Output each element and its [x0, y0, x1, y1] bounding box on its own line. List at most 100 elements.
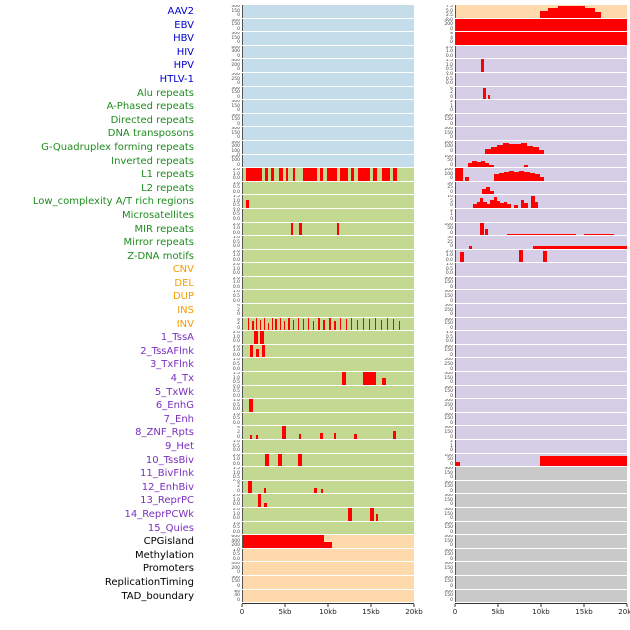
y-tick-label: 250	[444, 402, 453, 408]
right-y-axis-ticks: 2.0 1.0 0.0	[414, 250, 455, 264]
right-track-panel	[455, 562, 627, 575]
signal-bar	[326, 168, 338, 181]
track-label: MIR repeats	[134, 223, 194, 235]
y-tick-label: 1.0	[232, 497, 240, 503]
signal-bar	[595, 11, 602, 18]
y-tick-label: 300	[444, 127, 453, 132]
right-y-axis-ticks: 100 50 0	[414, 223, 455, 237]
signal-bar	[507, 233, 576, 236]
signal-bar	[520, 200, 525, 208]
signal-bar	[485, 187, 491, 195]
x-tick-mark	[413, 604, 415, 608]
x-tick-label: 0	[452, 608, 458, 617]
track-row: 10_TssBiv 2.0 1.0 0.0 100 50 0	[0, 453, 630, 468]
left-y-axis-ticks: 600 300 0	[202, 46, 242, 60]
signal-bar	[386, 317, 388, 331]
signal-bar	[339, 317, 341, 331]
left-track-panel	[242, 45, 414, 59]
y-tick-label: 2.5	[445, 13, 453, 18]
signal-bar	[487, 95, 491, 100]
y-tick-label: 300	[444, 521, 453, 526]
signal-bar	[248, 399, 254, 412]
y-tick-label: 1.0	[232, 511, 240, 517]
track-label: 10_TssBiv	[145, 454, 194, 466]
signal-bar	[249, 434, 253, 439]
x-tick-label: 0	[239, 608, 245, 617]
y-tick-label: 2	[237, 429, 240, 435]
right-y-axis-ticks: 300 150 0	[414, 426, 455, 440]
y-tick-label: 1.0	[445, 49, 453, 55]
left-track-panel	[242, 290, 414, 304]
signal-bar	[514, 143, 521, 154]
y-tick-label: 500	[444, 304, 453, 309]
signal-bar	[297, 453, 302, 467]
y-tick-label: 2.0	[232, 494, 240, 499]
y-tick-label: 300	[444, 344, 453, 349]
left-y-axis-ticks: 200 100 0	[202, 155, 242, 169]
signal-bar	[248, 317, 250, 331]
track-label: HTLV-1	[159, 73, 194, 85]
y-tick-label: 1.0	[445, 72, 453, 77]
signal-bar	[356, 320, 358, 331]
left-track-panel	[242, 317, 414, 331]
y-tick-label: 0	[450, 230, 453, 236]
left-y-axis-ticks: 2.0 1.0 0.0	[202, 250, 242, 264]
left-y-axis-ticks: 300 150 0	[202, 19, 242, 33]
right-y-axis-ticks: 300 150 0	[414, 467, 455, 481]
y-tick-label: 0.5	[232, 389, 240, 395]
signal-bar	[357, 168, 371, 181]
left-y-axis-ticks: 1.0 0.5 0.0	[202, 413, 242, 427]
y-tick-label: 100	[444, 171, 453, 177]
track-label: A-Phased repeats	[106, 101, 194, 113]
left-y-axis-ticks: 300 150 0	[202, 127, 242, 141]
signal-bar	[279, 317, 282, 331]
y-tick-label: 50	[447, 236, 453, 241]
x-tick-label: 15kb	[575, 608, 593, 617]
signal-bar	[538, 149, 545, 154]
left-track-panel	[242, 32, 414, 45]
y-tick-label: 0	[450, 556, 453, 562]
y-tick-label: 0	[450, 529, 453, 535]
right-track-panel	[455, 18, 627, 32]
y-tick-label: 1	[450, 443, 453, 449]
right-y-axis-ticks: 500 250 0	[414, 399, 455, 413]
signal-bar	[393, 168, 397, 181]
x-tick-mark	[284, 604, 286, 608]
signal-bar	[485, 149, 492, 154]
x-tick-label: 5kb	[491, 608, 505, 617]
y-tick-label: 150	[444, 470, 453, 476]
track-row: INS 4 2 0 500 250 0	[0, 304, 630, 318]
left-track-panel	[242, 344, 414, 358]
y-tick-label: 500	[231, 72, 240, 77]
y-tick-label: 300	[444, 317, 453, 322]
right-y-axis-ticks: 300 150 0	[414, 508, 455, 522]
right-y-axis-ticks: 500 250 0	[414, 358, 455, 372]
track-row: CNV 2.0 1.0 0.0 1.0 0.5 0.0	[0, 263, 630, 277]
track-row: ReplicationTiming 300 150 0 300 150 0	[0, 575, 630, 590]
right-track-panel	[455, 344, 627, 358]
y-tick-label: 2.0	[232, 453, 240, 458]
y-tick-label: 0	[450, 284, 453, 290]
track-label: 2_TssAFlnk	[140, 345, 194, 357]
signal-bar	[255, 349, 259, 358]
track-row: 13_ReprPC 2.0 1.0 0.0 300 150 0	[0, 494, 630, 508]
signal-bar	[493, 174, 499, 181]
track-label: 15_Quies	[147, 522, 194, 534]
left-track-panel	[242, 399, 414, 412]
signal-bar	[333, 433, 337, 439]
track-label: DUP	[172, 291, 194, 303]
y-tick-label: 2	[237, 484, 240, 490]
right-track-panel	[455, 440, 627, 453]
signal-bar	[524, 172, 530, 181]
y-tick-label: 1.0	[232, 171, 240, 177]
y-tick-label: 40	[234, 593, 240, 599]
track-label: L2 repeats	[141, 182, 194, 194]
track-row: INV 4 2 0 300 150 0	[0, 317, 630, 332]
right-track-panel	[455, 507, 627, 521]
signal-bar	[460, 252, 464, 263]
